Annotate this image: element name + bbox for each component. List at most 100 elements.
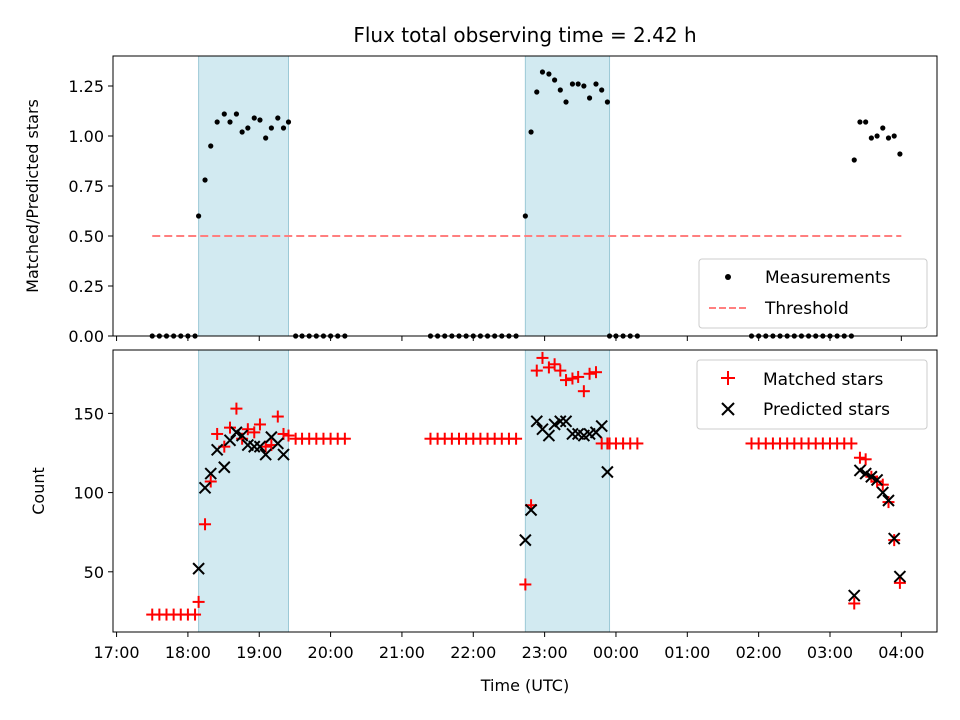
measurement-point [268,125,274,131]
matched-point [230,402,243,415]
predicted-point [848,589,861,602]
xtick-label-7: 00:00 [593,643,639,662]
bottom-ytick-label-0: 50 [84,563,104,582]
predicted-point [277,448,290,461]
matched-point [536,351,549,364]
predicted-point [548,418,561,431]
matched-point [853,451,866,464]
measurement-point [857,119,863,125]
predicted-point [253,440,267,453]
legend-threshold-label: Threshold [764,299,849,319]
matched-point [248,426,261,439]
xtick-label-11: 04:00 [878,643,924,662]
predicted-point [218,461,231,474]
legend-measurements-marker [725,274,731,280]
predicted-point [595,419,608,433]
measurement-point [245,125,251,131]
top-legend: Measurements Threshold [698,258,928,329]
xtick-label-10: 03:00 [807,643,853,662]
xtick-label-4: 21:00 [379,643,425,662]
top-series [149,69,903,339]
top-ytick-label-0: 0.00 [68,327,104,346]
matched-point [572,370,585,383]
chart-title: Flux total observing time = 2.42 h [353,23,696,47]
predicted-point [530,415,543,428]
predicted-point [248,440,261,453]
matched-point [589,366,602,379]
bottom-shaded-intervals [198,349,611,633]
matched-point [199,518,212,531]
bottom-axis-ticks: 50 100 150 17:00 18:00 19:00 20:00 21:00 22:00 23… [73,404,924,662]
measurement-point [227,119,233,125]
bottom-axes-frame [112,349,938,633]
measurement-point [539,69,546,75]
predicted-point [876,486,889,499]
measurement-point [557,87,563,93]
xtick-label-6: 23:00 [522,643,568,662]
matched-point [282,429,295,442]
measurement-point [885,135,892,141]
measurement-point [285,119,292,125]
measurement-point [208,143,214,149]
measurement-point [593,81,599,87]
measurement-point [552,77,558,83]
predicted-point [887,532,901,545]
measurement-point [534,89,540,95]
matched-point [204,475,217,488]
measurement-point [214,119,220,125]
matched-point [253,418,266,431]
matched-point [510,432,523,445]
measurement-point [563,99,569,105]
predicted-point [198,481,212,495]
measurement-point [202,177,208,183]
bottom-panel: 50 100 150 17:00 18:00 19:00 20:00 21:00 22:00 23… [29,349,938,695]
matched-point [583,367,596,380]
shaded-interval-1 [524,55,611,337]
top-axis-ticks: 0.00 0.25 0.50 0.75 1.00 1.25 [68,77,902,346]
measurement-point [280,125,287,131]
matched-point [882,496,895,509]
predicted-point [859,467,872,480]
xtick-label-8: 01:00 [664,643,710,662]
predicted-point [542,429,556,442]
predicted-point [870,473,884,487]
measurement-point [233,111,240,117]
predicted-point [223,434,237,447]
matched-point [530,364,543,377]
matched-point [189,608,202,621]
top-ytick-label-1: 0.25 [68,277,104,296]
measurement-point [522,213,528,219]
measurement-point [569,81,576,87]
measurement-point [196,213,202,219]
shaded-interval-0 [198,349,290,633]
matched-point [241,423,254,436]
matched-point [859,453,872,466]
xtick-label-2: 19:00 [236,643,282,662]
matched-point [577,385,590,398]
measurement-point [263,135,269,141]
top-ytick-label-4: 1.00 [68,127,104,146]
matched-point [192,595,205,608]
matched-point [631,437,644,450]
bottom-legend-box [696,359,928,430]
xlabel: Time (UTC) [480,676,569,695]
predicted-point [882,494,895,507]
measurement-point [897,151,903,157]
measurement-point [251,115,257,121]
top-ytick-label-2: 0.50 [68,227,104,246]
legend-matched-label: Matched stars [763,370,883,390]
matched-point [259,440,272,453]
matched-point [560,374,573,387]
predicted-point [210,443,224,457]
measurement-point [604,99,611,105]
xtick-label-9: 02:00 [736,643,782,662]
bottom-legend: Matched stars Predicted stars [696,359,928,430]
measurement-point [868,135,874,141]
matched-point [848,597,861,610]
legend-matched-marker [721,371,735,385]
matched-point [554,364,567,377]
measurement-point [239,129,245,135]
predicted-point [566,427,579,441]
bottom-ytick-label-2: 150 [73,404,104,423]
measurement-point [863,119,869,125]
